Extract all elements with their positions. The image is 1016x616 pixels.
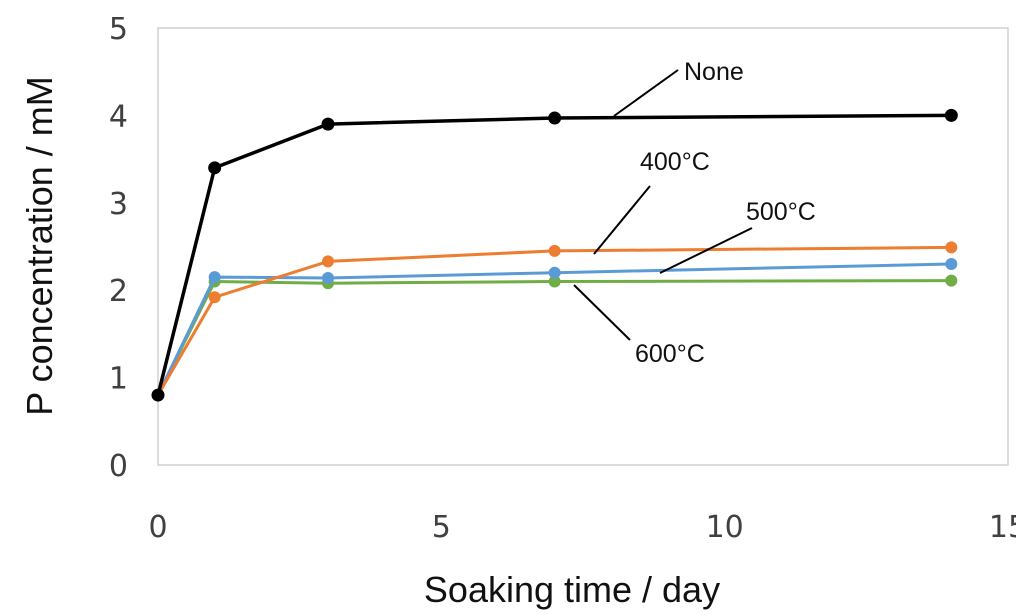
x-tick-label: 0 bbox=[148, 510, 167, 545]
data-point bbox=[321, 117, 335, 131]
series-label-leader bbox=[593, 185, 651, 255]
y-tick-label: 3 bbox=[109, 187, 128, 222]
series-label-leader bbox=[573, 284, 631, 341]
y-tick-label: 0 bbox=[109, 449, 128, 484]
series-label: 600°C bbox=[635, 340, 705, 368]
chart-marks: 0 1 2 3 4 5 0 5 10 15 None 400°C 500°C 600°C bbox=[109, 12, 1016, 545]
data-point bbox=[945, 241, 958, 254]
series-label: 400°C bbox=[640, 148, 710, 176]
data-point bbox=[208, 271, 221, 284]
x-tick-label: 10 bbox=[706, 510, 744, 545]
data-point bbox=[322, 271, 334, 284]
data-point bbox=[548, 111, 562, 125]
series-label-leader bbox=[659, 227, 753, 274]
data-point bbox=[208, 161, 222, 175]
series-label-leader bbox=[613, 69, 679, 117]
data-point bbox=[944, 108, 958, 122]
data-point bbox=[548, 275, 561, 288]
y-tick-label: 1 bbox=[109, 362, 128, 397]
y-axis-title: P concentration / mM bbox=[19, 76, 60, 416]
data-point bbox=[548, 244, 561, 257]
series-label: 500°C bbox=[746, 198, 816, 226]
data-point bbox=[208, 291, 221, 304]
data-point bbox=[945, 274, 958, 287]
x-axis-title: Soaking time / day bbox=[424, 569, 720, 610]
data-point bbox=[548, 266, 561, 279]
y-tick-label: 2 bbox=[109, 274, 128, 309]
data-point bbox=[151, 388, 165, 402]
y-tick-label: 4 bbox=[109, 99, 128, 134]
data-point bbox=[322, 255, 334, 268]
series-label: None bbox=[684, 58, 744, 86]
data-point bbox=[945, 257, 958, 270]
y-tick-label: 5 bbox=[109, 12, 128, 47]
x-tick-label: 5 bbox=[432, 510, 451, 545]
plot-area bbox=[157, 27, 1009, 466]
x-tick-label: 15 bbox=[989, 510, 1016, 545]
